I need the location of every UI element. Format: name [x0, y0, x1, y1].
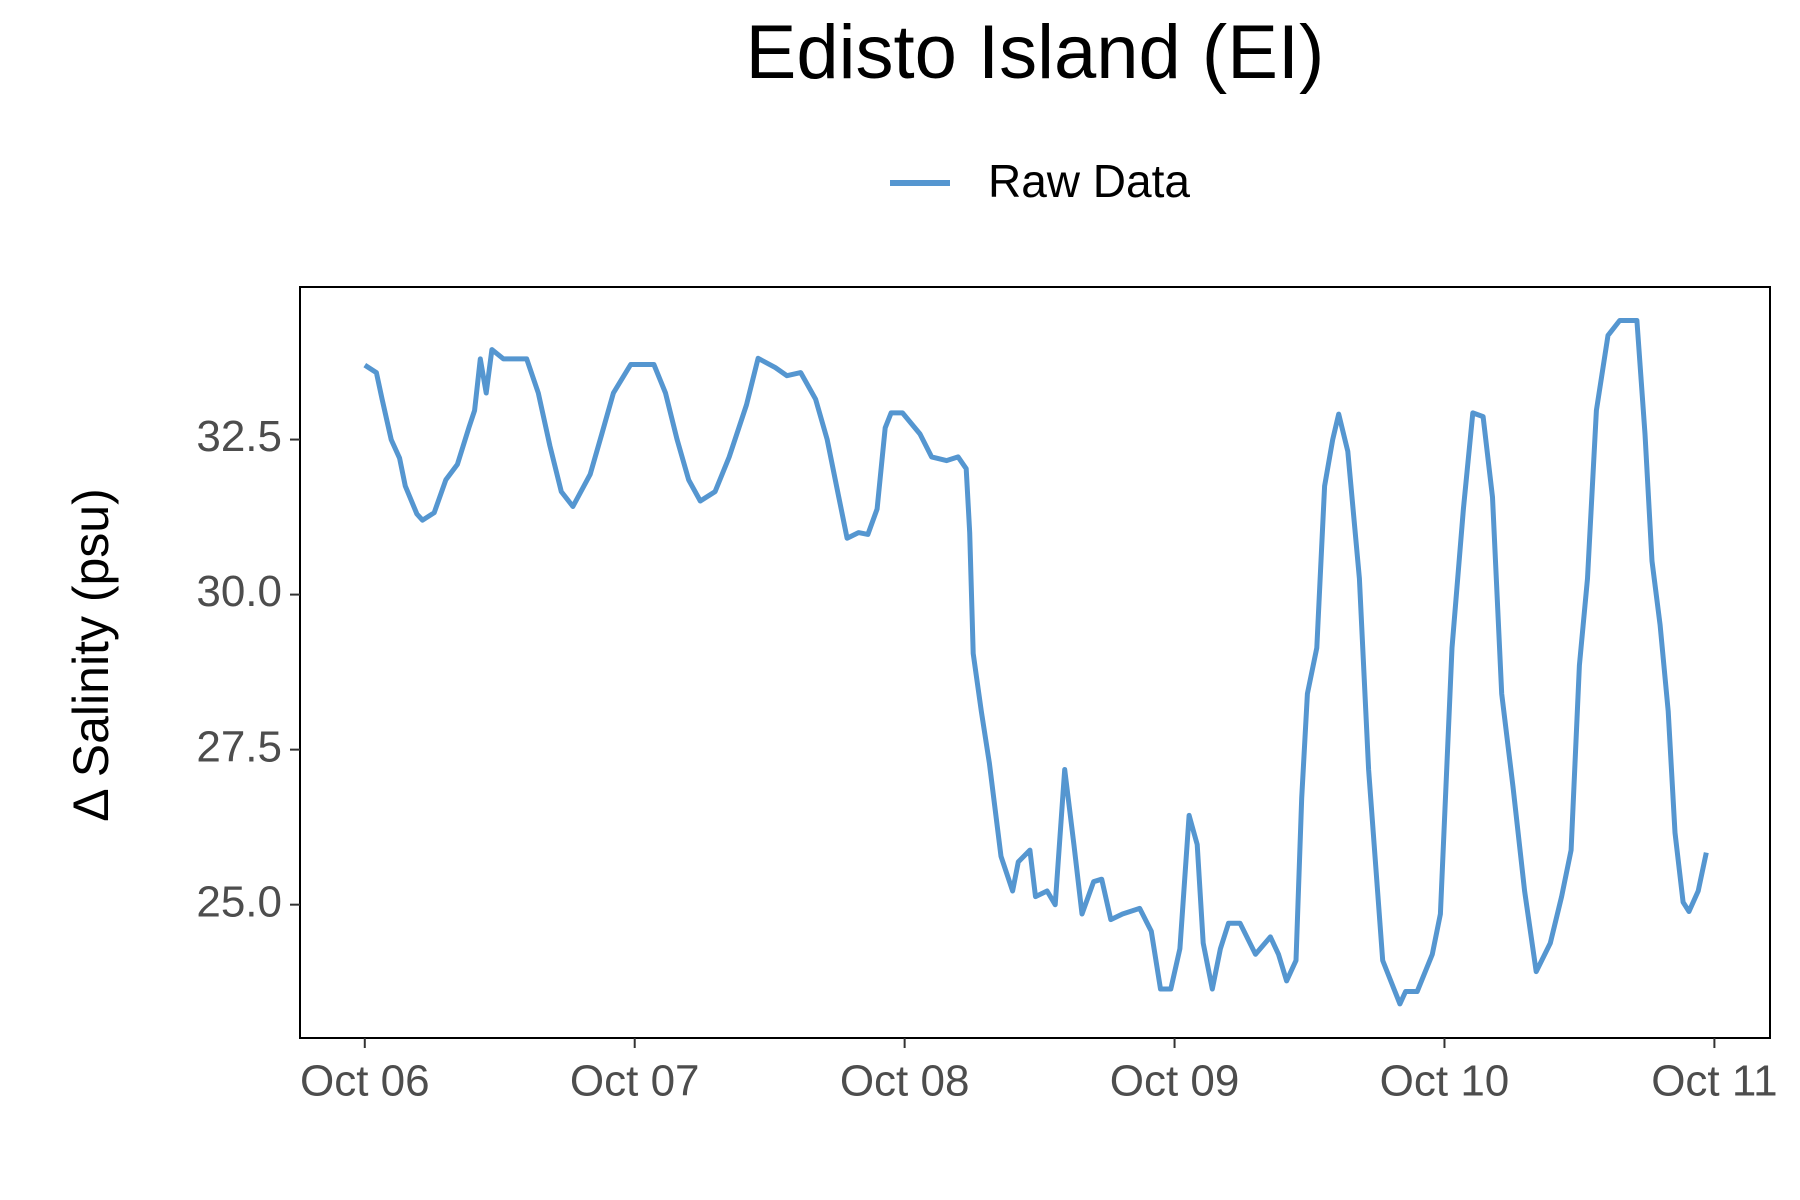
x-tick-label: Oct 07 — [570, 1057, 700, 1106]
y-tick-label: 25.0 — [196, 877, 282, 926]
y-tick-label: 30.0 — [196, 567, 282, 616]
x-tick-label: Oct 10 — [1380, 1057, 1510, 1106]
y-tick-label: 32.5 — [196, 412, 282, 461]
chart-title: Edisto Island (EI) — [746, 10, 1325, 95]
data-line — [363, 318, 1709, 1007]
x-tick-label: Oct 08 — [840, 1057, 970, 1106]
x-tick-label: Oct 09 — [1110, 1057, 1240, 1106]
legend-label: Raw Data — [988, 155, 1190, 207]
y-axis-label: Δ Salinity (psu) — [63, 488, 119, 822]
y-tick-label: 27.5 — [196, 722, 282, 771]
x-tick-label: Oct 06 — [300, 1057, 430, 1106]
plot-panel — [299, 286, 1771, 1039]
x-tick-label: Oct 11 — [1651, 1057, 1777, 1106]
